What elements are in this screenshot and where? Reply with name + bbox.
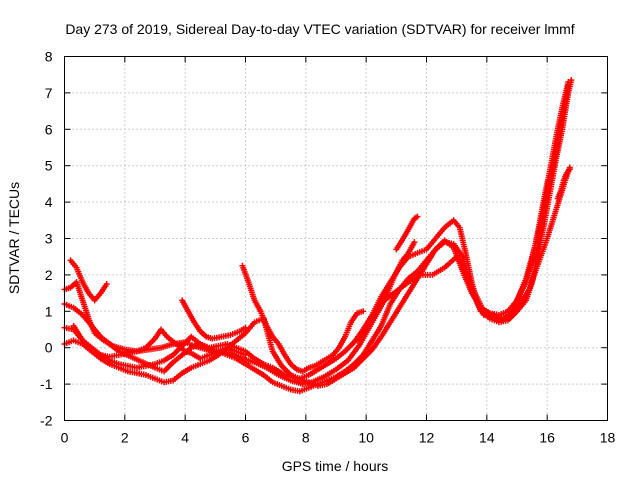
x-tick-label: 12 — [419, 430, 435, 446]
y-tick-label: 8 — [45, 49, 53, 65]
data-markers — [61, 77, 575, 395]
series-track-6 — [70, 322, 249, 362]
x-tick-label: 4 — [181, 430, 189, 446]
series-track-2 — [61, 82, 572, 382]
y-tick-label: -2 — [40, 413, 53, 429]
data-point — [360, 308, 367, 315]
series-track-9 — [354, 239, 418, 344]
y-tick-label: 2 — [45, 267, 53, 283]
series-track-3 — [61, 77, 575, 395]
x-tick-label: 0 — [61, 430, 69, 446]
x-tick-label: 10 — [358, 430, 374, 446]
y-axis-label: SDTVAR / TECUs — [6, 182, 22, 294]
y-tick-label: 5 — [45, 158, 53, 174]
data-point — [411, 239, 418, 246]
series-track-4 — [61, 78, 572, 389]
data-point — [565, 78, 572, 85]
series-track-12 — [532, 177, 552, 271]
series-track-8 — [179, 297, 249, 342]
x-axis-label: GPS time / hours — [282, 458, 389, 474]
series-track-10 — [393, 213, 421, 253]
x-tick-label: 16 — [539, 430, 555, 446]
x-tick-label: 6 — [242, 430, 250, 446]
grid-lines — [64, 56, 608, 421]
data-point — [103, 281, 110, 287]
series-track-7 — [239, 262, 367, 375]
x-tick-label: 2 — [121, 430, 129, 446]
y-axis-ticks: -2 -1 0 1 2 3 4 5 6 7 8 — [40, 49, 608, 429]
x-tick-label: 18 — [600, 430, 616, 446]
y-tick-label: 6 — [45, 121, 53, 137]
data-point — [568, 77, 575, 84]
data-point — [242, 324, 249, 331]
y-tick-label: 4 — [45, 194, 53, 210]
y-tick-label: 1 — [45, 303, 53, 319]
x-axis-ticks: 0 2 4 6 8 10 12 14 16 18 — [61, 56, 616, 446]
x-tick-label: 8 — [302, 430, 310, 446]
y-tick-label: 3 — [45, 231, 53, 247]
data-point — [545, 177, 552, 184]
y-tick-label: 0 — [45, 340, 53, 356]
chart-title: Day 273 of 2019, Sidereal Day-to-day VTE… — [65, 21, 574, 37]
data-point — [566, 166, 573, 173]
data-point — [414, 213, 421, 220]
series-track-5 — [67, 257, 110, 304]
data-point — [242, 351, 249, 358]
series-track-11 — [554, 166, 573, 202]
series-track-1 — [61, 164, 573, 388]
y-tick-label: 7 — [45, 85, 53, 101]
y-tick-label: -1 — [40, 376, 53, 392]
x-tick-label: 14 — [479, 430, 495, 446]
